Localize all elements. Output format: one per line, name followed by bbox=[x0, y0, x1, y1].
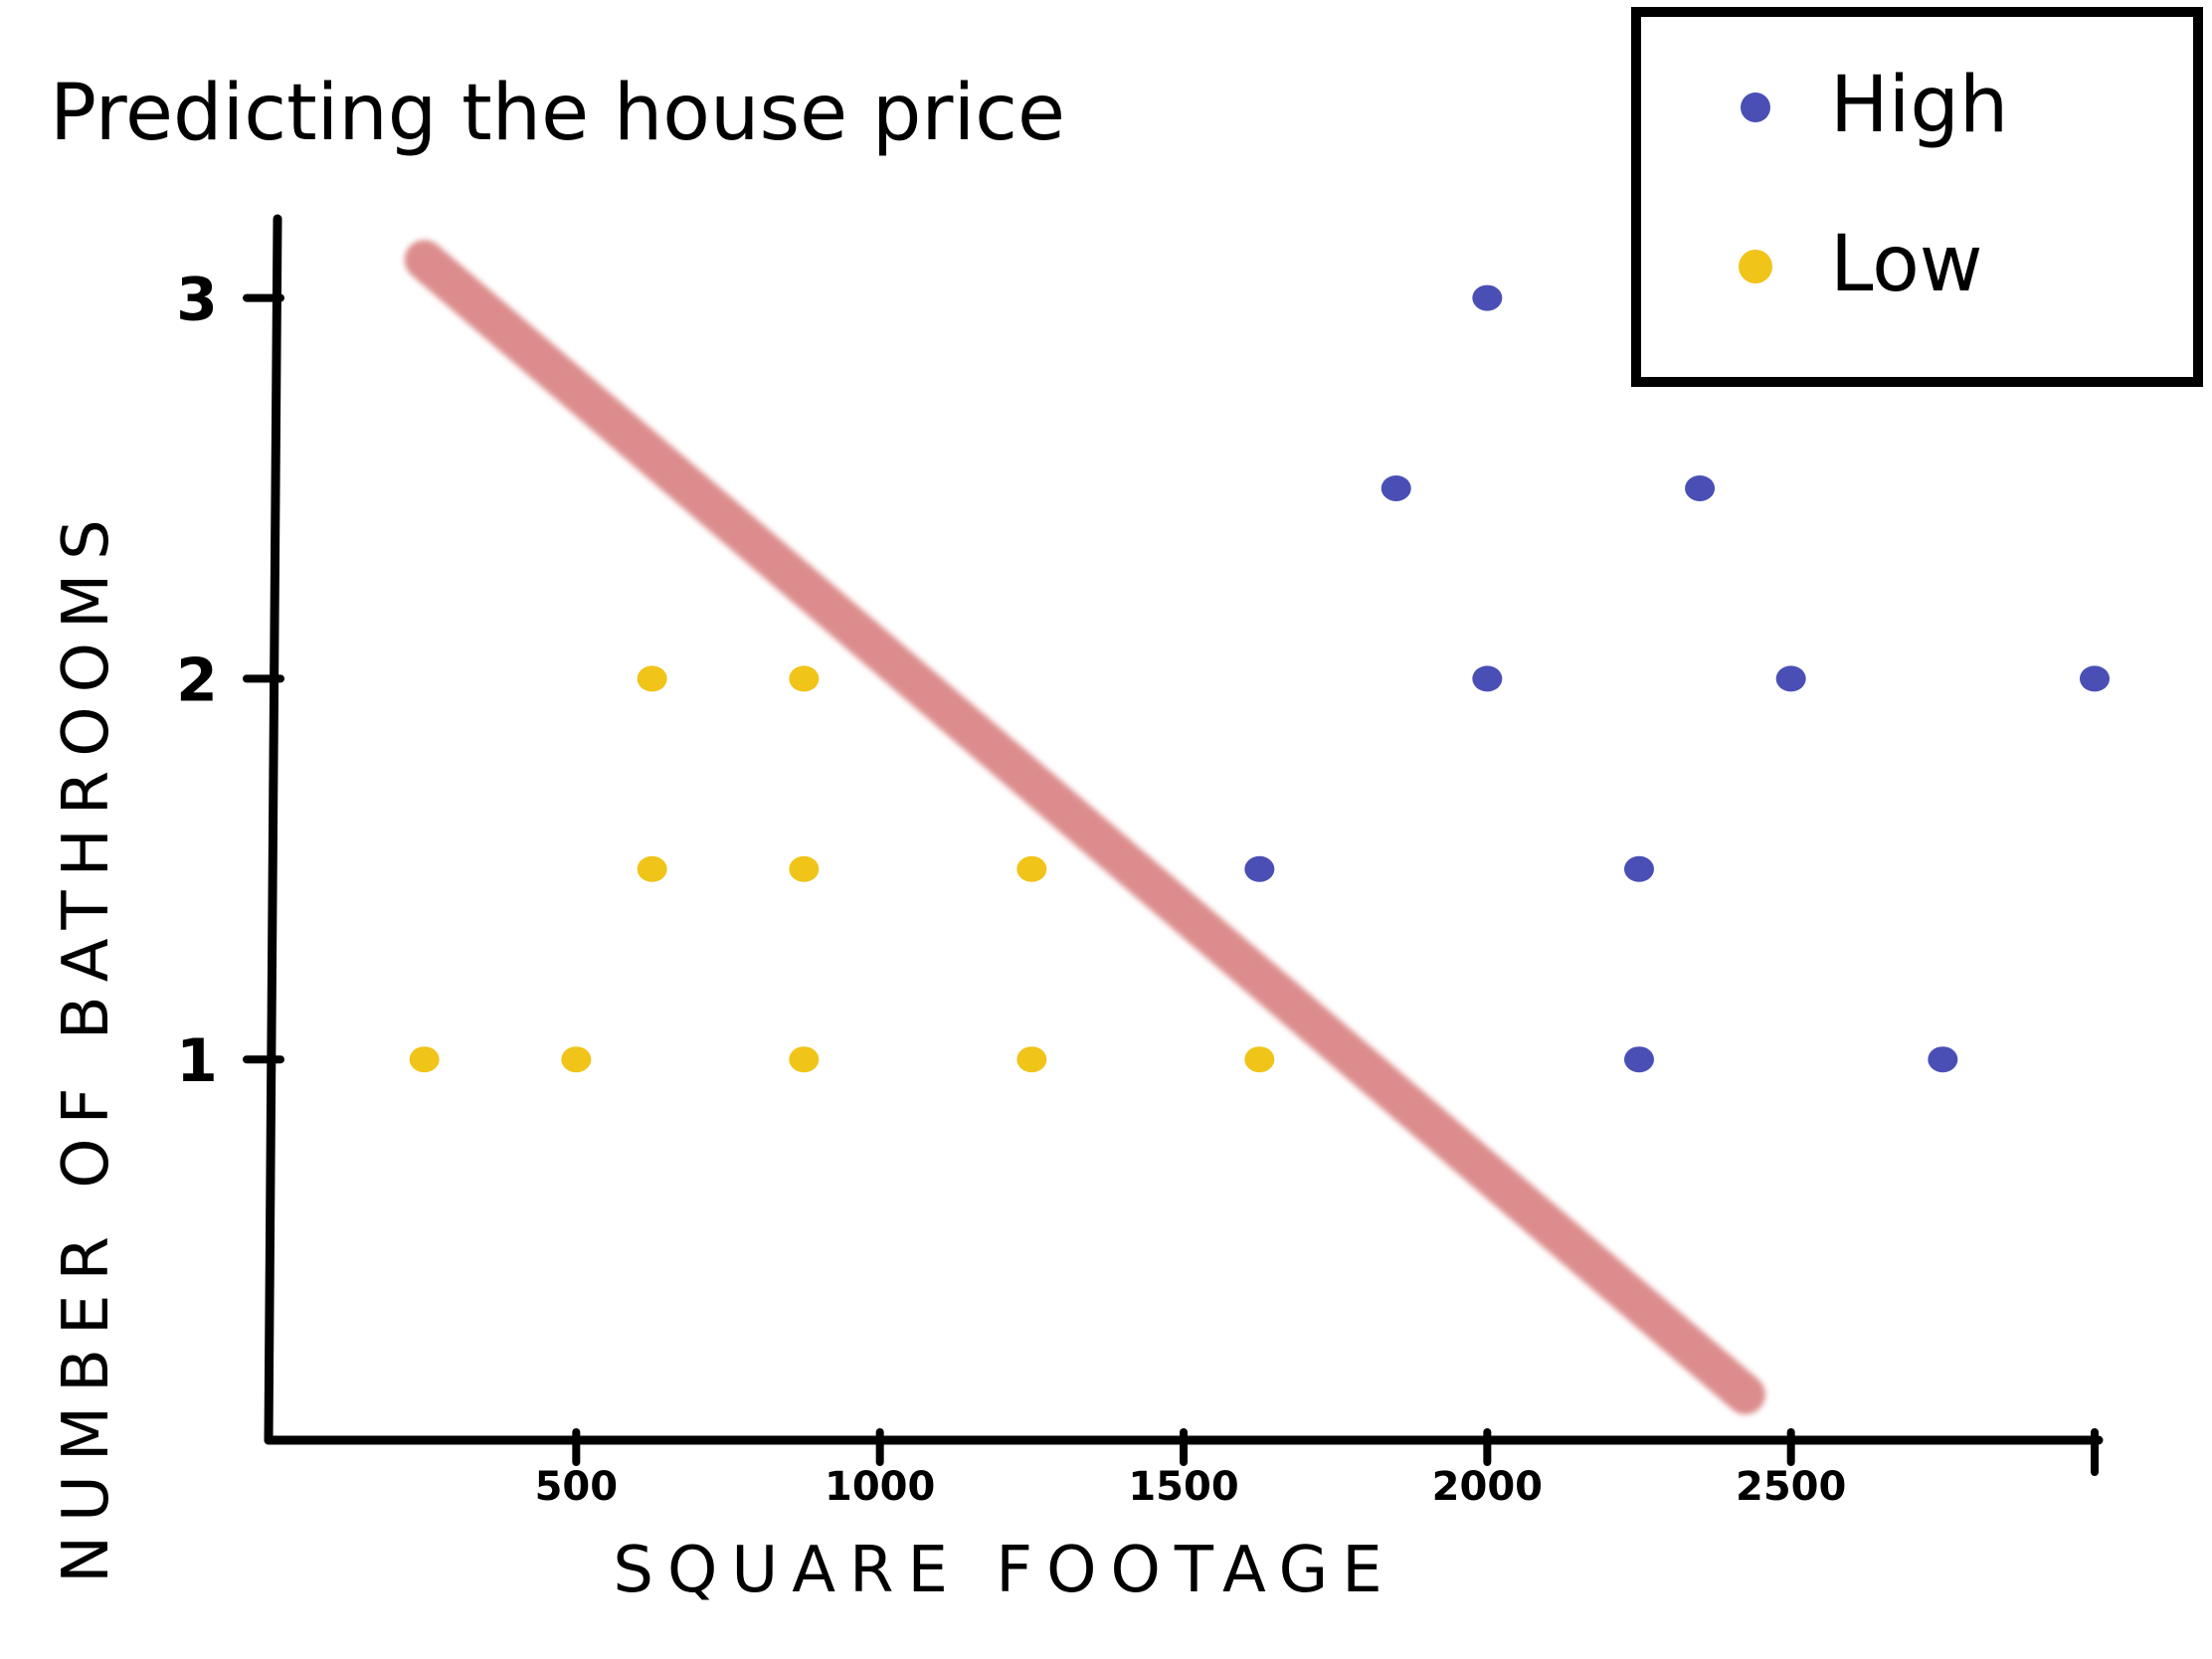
legend-box bbox=[1631, 7, 2203, 387]
legend-label-high: High bbox=[1830, 61, 2008, 150]
chart-title: Predicting the house price bbox=[50, 69, 1065, 158]
x-tick-label: 1000 bbox=[825, 1464, 935, 1510]
y-tick-label: 2 bbox=[176, 645, 218, 715]
point-high bbox=[1928, 1046, 1958, 1073]
y-tick-label: 1 bbox=[176, 1026, 218, 1096]
point-high bbox=[1685, 474, 1716, 501]
y-axis-line bbox=[264, 214, 282, 1445]
legend: High Low bbox=[1631, 7, 2203, 387]
y-axis-label: NUMBER OF BATHROOMS bbox=[50, 505, 123, 1583]
point-high bbox=[1472, 665, 1503, 692]
point-low bbox=[637, 855, 667, 882]
x-tick-label: 1500 bbox=[1128, 1464, 1238, 1510]
point-high bbox=[1244, 855, 1275, 882]
point-low bbox=[1244, 1046, 1275, 1073]
point-high bbox=[1624, 855, 1654, 882]
y-ticks: 1 2 3 bbox=[176, 266, 284, 1096]
x-tick-label: 2500 bbox=[1736, 1464, 1846, 1510]
decision-boundary-line bbox=[404, 240, 1765, 1415]
point-low bbox=[637, 665, 667, 692]
point-low bbox=[789, 855, 820, 882]
point-high bbox=[1381, 474, 1411, 501]
data-points bbox=[409, 284, 2110, 1073]
point-low bbox=[409, 1046, 440, 1073]
point-high bbox=[1775, 665, 1806, 692]
point-low bbox=[789, 665, 820, 692]
point-high bbox=[1624, 1046, 1654, 1073]
legend-label-low: Low bbox=[1830, 220, 1983, 309]
legend-marker-high bbox=[1741, 92, 1770, 122]
legend-marker-low bbox=[1739, 250, 1772, 283]
y-tick-label: 3 bbox=[176, 266, 218, 335]
x-ticks: 500 1000 1500 2000 2500 bbox=[535, 1428, 2099, 1510]
point-high bbox=[2080, 665, 2110, 692]
x-tick-label: 500 bbox=[535, 1464, 619, 1510]
point-low bbox=[1016, 855, 1047, 882]
point-low bbox=[789, 1046, 820, 1073]
x-axis-label: SQUARE FOOTAGE bbox=[613, 1534, 1395, 1607]
decision-boundary bbox=[404, 240, 1765, 1415]
x-tick-label: 2000 bbox=[1432, 1464, 1543, 1510]
point-low bbox=[1016, 1046, 1047, 1073]
point-high bbox=[1472, 284, 1503, 311]
point-low bbox=[561, 1046, 592, 1073]
